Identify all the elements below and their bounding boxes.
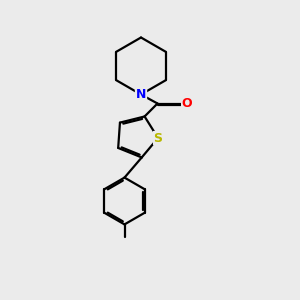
Text: O: O [182, 97, 192, 110]
Text: N: N [136, 88, 146, 101]
Text: S: S [154, 131, 163, 145]
